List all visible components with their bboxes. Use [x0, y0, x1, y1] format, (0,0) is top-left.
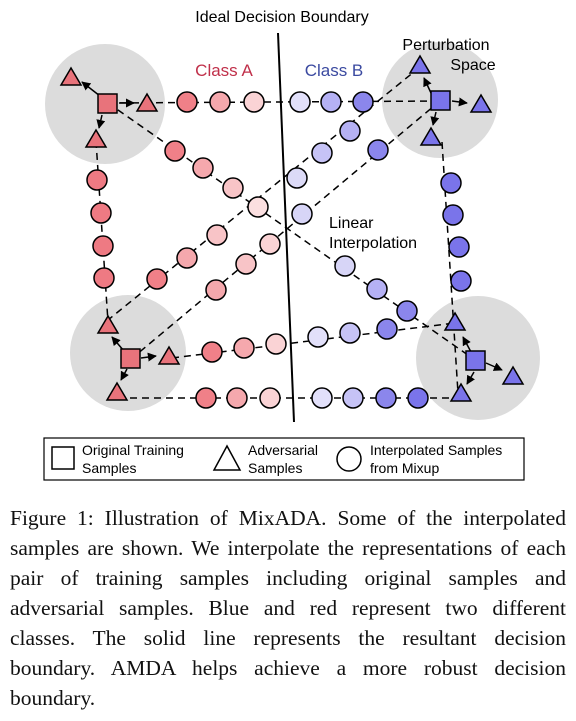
decision-boundary-line: [277, 32, 295, 423]
original-sample-class-b: [430, 90, 451, 111]
legend-square-label: Original Training: [82, 442, 184, 458]
class-a-label: Class A: [195, 61, 253, 80]
legend-triangle-label: Adversarial: [248, 442, 318, 458]
adversarial-sample-class-b: [449, 382, 473, 402]
adversarial-sample-class-a: [96, 314, 120, 334]
interpolated-sample: [265, 333, 287, 355]
interpolated-sample: [176, 91, 198, 113]
perturbation-label-line2: Space: [450, 57, 495, 74]
adversarial-sample-class-b: [469, 93, 493, 113]
perturbation-label: Perturbation: [402, 37, 489, 54]
interpolated-sample: [192, 157, 214, 179]
interpolated-sample: [226, 387, 248, 409]
interpolated-sample: [448, 236, 470, 258]
original-samples: [97, 90, 486, 371]
adversarial-sample-class-a: [105, 381, 129, 401]
interpolated-sample: [307, 326, 329, 348]
mixada-figure: Ideal Decision Boundary Class A Class B …: [43, 9, 540, 481]
interpolation-label: Linear: [329, 215, 374, 232]
interpolated-sample: [407, 387, 429, 409]
adversarial-sample-class-b: [443, 311, 467, 331]
interpolated-sample: [339, 120, 361, 142]
interpolated-sample: [311, 387, 333, 409]
original-sample-class-a: [97, 93, 118, 114]
legend-triangle-label-line2: Samples: [248, 460, 302, 476]
adversarial-sample-class-a: [59, 66, 83, 86]
interpolated-sample: [206, 224, 228, 246]
interpolated-sample: [320, 91, 342, 113]
adversarial-samples: [59, 54, 525, 402]
interpolated-sample: [146, 268, 168, 290]
interpolated-sample: [286, 167, 308, 189]
interpolated-sample: [396, 300, 418, 322]
interpolated-sample: [311, 142, 333, 164]
interpolated-sample: [342, 387, 364, 409]
interpolated-sample: [259, 233, 281, 255]
original-sample-class-b: [465, 350, 486, 371]
interpolated-sample: [201, 341, 223, 363]
interpolated-sample: [164, 140, 186, 162]
adversarial-sample-class-b: [408, 54, 432, 74]
legend-square-label-line2: Samples: [82, 460, 136, 476]
interpolated-sample: [291, 203, 313, 225]
interpolation-label-line2: Interpolation: [329, 235, 417, 252]
interpolated-sample: [233, 337, 255, 359]
interpolated-samples: [86, 91, 472, 409]
interpolated-sample: [235, 253, 257, 275]
legend-circle-label: Interpolated Samples: [370, 442, 502, 458]
adversarial-sample-class-a: [84, 128, 108, 148]
legend-circle-icon: [336, 446, 362, 472]
interpolated-sample: [352, 91, 374, 113]
interpolated-sample: [375, 387, 397, 409]
interpolated-sample: [289, 91, 311, 113]
adversarial-sample-class-a: [157, 345, 181, 365]
legend-box: [43, 437, 525, 481]
adversarial-sample-class-b: [419, 126, 443, 146]
figure-caption: Figure 1: Illustration of MixADA. Some o…: [10, 506, 566, 710]
legend-circle-label-line2: from Mixup: [370, 460, 439, 476]
boundary-label: Ideal Decision Boundary: [195, 9, 368, 26]
interpolated-sample: [209, 91, 231, 113]
interpolated-sample: [90, 202, 112, 224]
adversarial-sample-class-a: [135, 92, 159, 112]
legend: Original Training Samples Adversarial Sa…: [43, 437, 525, 481]
interpolated-sample: [366, 278, 388, 300]
interpolated-sample: [86, 169, 108, 191]
original-sample-class-a: [120, 348, 141, 369]
interpolated-sample: [442, 204, 464, 226]
interpolated-sample: [334, 255, 356, 277]
legend-square-icon: [51, 446, 75, 470]
class-b-label: Class B: [305, 61, 364, 80]
interpolated-sample: [367, 139, 389, 161]
interpolated-sample: [222, 177, 244, 199]
interpolated-sample: [195, 387, 217, 409]
interpolated-sample: [93, 267, 115, 289]
interpolated-sample: [176, 247, 198, 269]
interpolated-sample: [450, 270, 472, 292]
interpolated-sample: [339, 322, 361, 344]
interpolated-sample: [440, 172, 462, 194]
interpolated-sample: [205, 279, 227, 301]
legend-triangle-icon: [212, 444, 242, 471]
adversarial-sample-class-b: [501, 365, 525, 385]
interpolated-sample: [243, 91, 265, 113]
interpolated-sample: [376, 318, 398, 340]
interpolated-sample: [259, 387, 281, 409]
interpolated-sample: [92, 235, 114, 257]
interpolated-sample: [247, 196, 269, 218]
